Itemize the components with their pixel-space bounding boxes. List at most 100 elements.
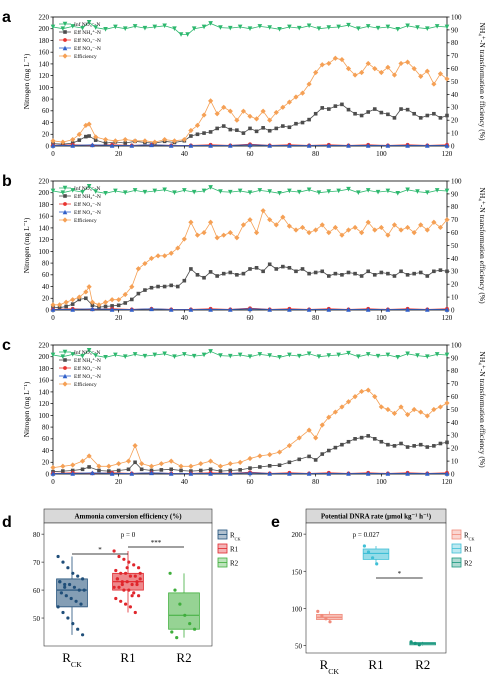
y-right-tick-label: 20	[451, 117, 459, 125]
data-point	[378, 404, 384, 410]
data-point	[142, 25, 148, 31]
legend-label: Eff NO₃⁻-N	[74, 373, 101, 380]
data-point	[385, 406, 391, 413]
category-label: RCK	[320, 657, 340, 676]
data-point	[168, 250, 174, 256]
data-point	[182, 278, 187, 283]
sig-label-1: *	[98, 546, 102, 554]
data-point	[80, 189, 85, 195]
data-point	[70, 136, 76, 143]
data-point	[152, 352, 158, 358]
data-point	[346, 22, 351, 28]
data-point	[405, 107, 410, 112]
legend-label: Eff NH₄⁺-N	[74, 357, 101, 364]
data-point	[378, 224, 384, 231]
y-axis-label: Nitrogen (mg L⁻¹)	[22, 217, 31, 273]
data-point	[352, 224, 358, 231]
data-point	[413, 641, 417, 645]
data-point	[366, 269, 370, 274]
data-point	[97, 468, 101, 473]
category-label: R2	[415, 657, 430, 672]
data-point	[129, 284, 135, 290]
panel-letter-a: a	[2, 9, 11, 26]
data-point	[260, 208, 266, 214]
data-point	[124, 602, 128, 606]
data-point	[418, 442, 423, 447]
data-point	[424, 413, 430, 419]
data-point	[418, 116, 423, 120]
data-point	[313, 458, 318, 462]
data-point	[257, 24, 263, 29]
data-point	[267, 307, 272, 312]
data-point	[313, 435, 319, 441]
data-point	[248, 267, 252, 271]
x-tick-label: 40	[181, 478, 189, 486]
data-point	[208, 143, 213, 148]
legend-label: RCK	[230, 532, 241, 542]
data-point	[365, 387, 371, 393]
data-point	[267, 143, 272, 148]
data-point	[56, 554, 60, 559]
data-point	[306, 143, 312, 148]
data-point	[405, 412, 411, 418]
data-point	[130, 297, 134, 302]
data-point	[142, 260, 148, 267]
data-point	[228, 270, 233, 275]
data-point	[218, 469, 223, 473]
data-point	[178, 602, 182, 606]
data-point	[248, 466, 252, 470]
data-point	[76, 627, 80, 631]
y-tick-label: 150	[292, 568, 303, 576]
series-line	[52, 103, 448, 145]
data-point	[391, 222, 398, 228]
data-point	[109, 307, 115, 312]
data-point	[217, 463, 224, 469]
data-point	[286, 443, 292, 449]
data-point	[296, 435, 302, 441]
x-tick-label: 60	[247, 150, 255, 158]
data-point	[109, 143, 115, 148]
data-point	[109, 471, 115, 476]
data-point	[113, 24, 118, 30]
data-point	[326, 60, 332, 67]
data-point	[235, 273, 239, 277]
data-point	[378, 69, 384, 76]
data-point	[365, 60, 371, 67]
data-point	[132, 24, 138, 29]
y-tick-label: 0	[46, 142, 50, 150]
data-point	[137, 566, 141, 570]
data-point	[319, 422, 325, 428]
data-point	[83, 289, 89, 295]
data-point	[60, 463, 66, 469]
data-point	[70, 143, 75, 148]
data-point	[425, 471, 430, 476]
panel-letter-c: c	[2, 337, 11, 354]
data-point	[277, 463, 282, 468]
data-point	[172, 190, 177, 196]
data-point	[257, 352, 263, 357]
y-tick-label: 60	[33, 587, 41, 595]
data-point	[81, 577, 85, 581]
data-point	[191, 26, 197, 32]
data-point	[218, 353, 223, 358]
data-point	[333, 104, 338, 108]
data-point	[72, 585, 76, 589]
data-point	[240, 222, 247, 228]
data-point	[418, 409, 424, 415]
data-point	[359, 435, 364, 440]
data-point	[103, 141, 108, 145]
data-point	[307, 271, 311, 276]
data-point	[277, 191, 282, 196]
data-point	[162, 351, 167, 357]
data-point	[398, 60, 404, 67]
data-point	[412, 444, 416, 448]
y-right-tick-label: 0	[451, 306, 455, 314]
x-tick-label: 60	[247, 478, 255, 486]
y-tick-label: 40	[42, 447, 50, 455]
data-point	[86, 453, 92, 459]
data-point	[418, 73, 424, 79]
sig-label-1: *	[398, 570, 402, 578]
data-point	[50, 302, 56, 308]
